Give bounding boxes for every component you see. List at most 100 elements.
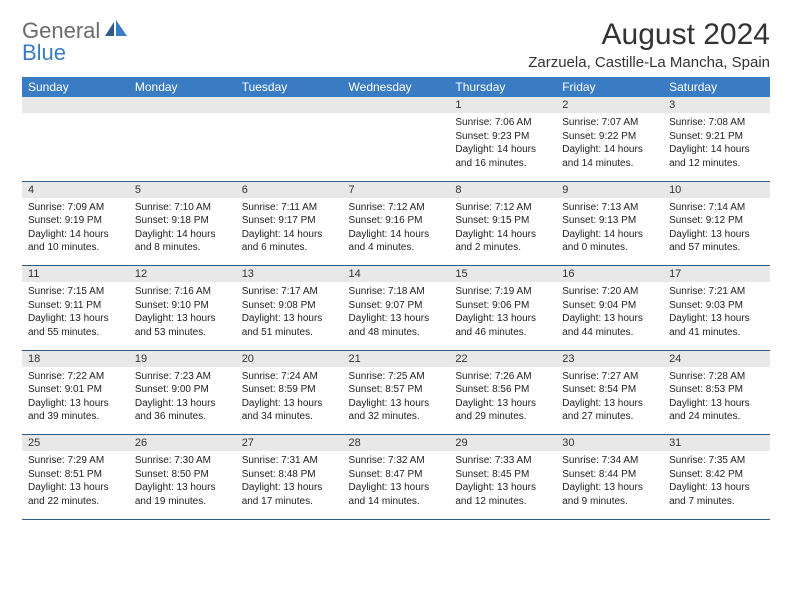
- daylight-text: and 16 minutes.: [455, 157, 550, 171]
- day-number: 28: [343, 435, 450, 452]
- calendar-table: Sunday Monday Tuesday Wednesday Thursday…: [22, 77, 770, 520]
- sunrise-text: Sunrise: 7:31 AM: [242, 454, 337, 468]
- daylight-text: and 41 minutes.: [669, 326, 764, 340]
- day-number: 3: [663, 97, 770, 113]
- daylight-text: Daylight: 13 hours: [135, 397, 230, 411]
- sunrise-text: Sunrise: 7:07 AM: [562, 116, 657, 130]
- day-cell: Sunrise: 7:13 AMSunset: 9:13 PMDaylight:…: [556, 198, 663, 266]
- day-number: 8: [449, 181, 556, 198]
- day-cell: Sunrise: 7:06 AMSunset: 9:23 PMDaylight:…: [449, 113, 556, 181]
- daylight-text: Daylight: 13 hours: [455, 312, 550, 326]
- sunset-text: Sunset: 9:10 PM: [135, 299, 230, 313]
- day-cell: Sunrise: 7:08 AMSunset: 9:21 PMDaylight:…: [663, 113, 770, 181]
- sunrise-text: Sunrise: 7:12 AM: [455, 201, 550, 215]
- day-number: 21: [343, 350, 450, 367]
- sunset-text: Sunset: 9:22 PM: [562, 130, 657, 144]
- daylight-text: Daylight: 14 hours: [669, 143, 764, 157]
- sunset-text: Sunset: 9:15 PM: [455, 214, 550, 228]
- daylight-text: Daylight: 13 hours: [242, 481, 337, 495]
- day-number: 25: [22, 435, 129, 452]
- day-number: 1: [449, 97, 556, 113]
- sunset-text: Sunset: 8:56 PM: [455, 383, 550, 397]
- day-number: 9: [556, 181, 663, 198]
- sunrise-text: Sunrise: 7:10 AM: [135, 201, 230, 215]
- day-number: 23: [556, 350, 663, 367]
- daylight-text: and 14 minutes.: [562, 157, 657, 171]
- sunset-text: Sunset: 9:08 PM: [242, 299, 337, 313]
- daylight-text: and 17 minutes.: [242, 495, 337, 509]
- day-cell: Sunrise: 7:35 AMSunset: 8:42 PMDaylight:…: [663, 451, 770, 519]
- daylight-text: and 6 minutes.: [242, 241, 337, 255]
- daylight-text: Daylight: 13 hours: [28, 312, 123, 326]
- sunset-text: Sunset: 9:06 PM: [455, 299, 550, 313]
- day-cell: Sunrise: 7:32 AMSunset: 8:47 PMDaylight:…: [343, 451, 450, 519]
- day-number: 27: [236, 435, 343, 452]
- day-number: 16: [556, 266, 663, 283]
- daylight-text: Daylight: 13 hours: [562, 397, 657, 411]
- day-number: [22, 97, 129, 113]
- daylight-text: Daylight: 13 hours: [135, 481, 230, 495]
- daylight-text: and 34 minutes.: [242, 410, 337, 424]
- sunset-text: Sunset: 8:47 PM: [349, 468, 444, 482]
- weekday-header: Friday: [556, 77, 663, 97]
- daylight-text: Daylight: 14 hours: [562, 228, 657, 242]
- sunset-text: Sunset: 8:50 PM: [135, 468, 230, 482]
- logo-sail-icon: [105, 20, 127, 43]
- day-cell: Sunrise: 7:07 AMSunset: 9:22 PMDaylight:…: [556, 113, 663, 181]
- sunrise-text: Sunrise: 7:25 AM: [349, 370, 444, 384]
- sunrise-text: Sunrise: 7:19 AM: [455, 285, 550, 299]
- daylight-text: and 57 minutes.: [669, 241, 764, 255]
- calendar-body: 1 23 Sunrise: 7:06 AMSunset: 9:23 PMDaylig…: [22, 97, 770, 519]
- day-number: 20: [236, 350, 343, 367]
- daylight-text: and 22 minutes.: [28, 495, 123, 509]
- daylight-text: Daylight: 13 hours: [349, 397, 444, 411]
- sunrise-text: Sunrise: 7:14 AM: [669, 201, 764, 215]
- day-cell: Sunrise: 7:33 AMSunset: 8:45 PMDaylight:…: [449, 451, 556, 519]
- day-cell: Sunrise: 7:12 AMSunset: 9:16 PMDaylight:…: [343, 198, 450, 266]
- day-cell: Sunrise: 7:23 AMSunset: 9:00 PMDaylight:…: [129, 367, 236, 435]
- daylight-text: and 32 minutes.: [349, 410, 444, 424]
- day-cell: Sunrise: 7:14 AMSunset: 9:12 PMDaylight:…: [663, 198, 770, 266]
- daylight-text: and 10 minutes.: [28, 241, 123, 255]
- logo-text-block: General Blue: [22, 18, 127, 66]
- sunrise-text: Sunrise: 7:21 AM: [669, 285, 764, 299]
- day-cell: Sunrise: 7:34 AMSunset: 8:44 PMDaylight:…: [556, 451, 663, 519]
- day-cell: Sunrise: 7:29 AMSunset: 8:51 PMDaylight:…: [22, 451, 129, 519]
- daylight-text: and 4 minutes.: [349, 241, 444, 255]
- sunset-text: Sunset: 8:54 PM: [562, 383, 657, 397]
- daylight-text: Daylight: 13 hours: [562, 481, 657, 495]
- day-number: 6: [236, 181, 343, 198]
- daylight-text: Daylight: 14 hours: [28, 228, 123, 242]
- sunset-text: Sunset: 9:00 PM: [135, 383, 230, 397]
- sunset-text: Sunset: 8:57 PM: [349, 383, 444, 397]
- daylight-text: Daylight: 13 hours: [349, 312, 444, 326]
- sunset-text: Sunset: 9:01 PM: [28, 383, 123, 397]
- daylight-text: and 44 minutes.: [562, 326, 657, 340]
- day-number: 13: [236, 266, 343, 283]
- sunrise-text: Sunrise: 7:26 AM: [455, 370, 550, 384]
- day-number: 14: [343, 266, 450, 283]
- day-cell: [343, 113, 450, 181]
- daylight-text: Daylight: 14 hours: [455, 143, 550, 157]
- sunrise-text: Sunrise: 7:27 AM: [562, 370, 657, 384]
- daylight-text: and 9 minutes.: [562, 495, 657, 509]
- daylight-text: and 8 minutes.: [135, 241, 230, 255]
- sunrise-text: Sunrise: 7:22 AM: [28, 370, 123, 384]
- day-cell: Sunrise: 7:24 AMSunset: 8:59 PMDaylight:…: [236, 367, 343, 435]
- daylight-text: Daylight: 14 hours: [349, 228, 444, 242]
- day-cell: [129, 113, 236, 181]
- daylight-text: Daylight: 13 hours: [562, 312, 657, 326]
- daylight-text: and 27 minutes.: [562, 410, 657, 424]
- weekday-header: Tuesday: [236, 77, 343, 97]
- daylight-text: and 53 minutes.: [135, 326, 230, 340]
- sunrise-text: Sunrise: 7:09 AM: [28, 201, 123, 215]
- daylight-text: Daylight: 13 hours: [135, 312, 230, 326]
- daylight-text: and 0 minutes.: [562, 241, 657, 255]
- day-number: 22: [449, 350, 556, 367]
- weekday-header: Monday: [129, 77, 236, 97]
- day-number: 18: [22, 350, 129, 367]
- weekday-header: Wednesday: [343, 77, 450, 97]
- day-cell: [236, 113, 343, 181]
- day-cell: Sunrise: 7:17 AMSunset: 9:08 PMDaylight:…: [236, 282, 343, 350]
- daylight-text: and 2 minutes.: [455, 241, 550, 255]
